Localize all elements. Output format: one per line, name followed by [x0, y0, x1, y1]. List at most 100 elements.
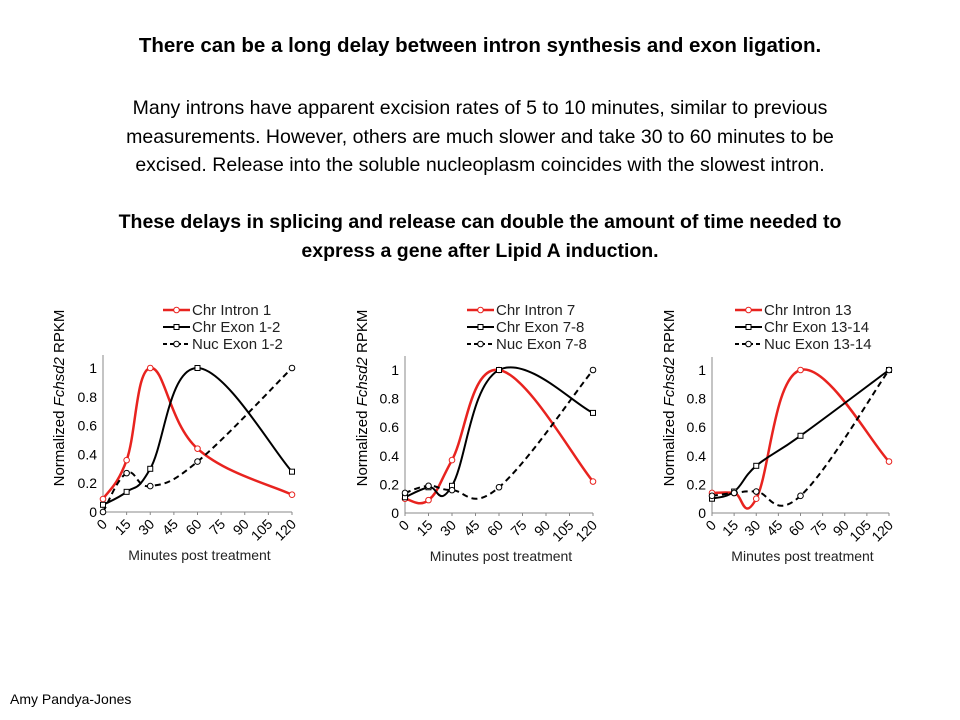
data-point — [495, 483, 503, 491]
legend-marker — [173, 340, 180, 348]
data-point — [194, 458, 201, 465]
slide-title: There can be a long delay between intron… — [138, 34, 822, 57]
data-point — [496, 367, 502, 373]
y-label-prefix: Normalized — [354, 406, 371, 486]
series-line-intron — [404, 368, 594, 505]
x-tick-label: 30 — [437, 517, 459, 539]
data-point — [425, 482, 432, 490]
data-point — [194, 445, 201, 452]
data-point — [288, 491, 296, 499]
x-tick-label: 30 — [135, 516, 157, 538]
chart-3: 00.20.40.60.810 15 30 45 60 75 90105120Minutes… — [661, 302, 896, 564]
data-point — [753, 462, 760, 469]
y-label-suffix: RPKM — [661, 310, 678, 358]
data-point — [146, 364, 154, 372]
y-tick-label: 0.4 — [687, 448, 707, 464]
data-point — [589, 366, 597, 374]
data-point — [589, 478, 597, 485]
x-tick-label: 105 — [549, 517, 577, 545]
y-tick-label: 1 — [391, 362, 399, 378]
chart-1: 00.20.40.60.810 15 30 45 60 75 90105120Minutes… — [51, 302, 299, 563]
series-line-exon — [404, 366, 594, 499]
x-axis-label: Minutes post treatment — [731, 548, 874, 564]
conclusion-paragraph: These delays in splicing and release can… — [20, 208, 940, 265]
legend-label: Chr Exon 1-2 — [192, 319, 280, 336]
y-label-gene: Fchsd2 — [661, 356, 678, 406]
y-axis-label: Normalized Fchsd2 RPKM — [354, 310, 371, 487]
legend-label: Chr Intron 13 — [764, 302, 852, 319]
chart-2: 00.20.40.60.810 15 30 45 60 75 90105120Minutes… — [354, 302, 600, 564]
y-label-prefix: Normalized — [661, 406, 678, 486]
x-tick-label: 45 — [159, 516, 181, 538]
data-point — [194, 365, 201, 371]
data-point — [730, 489, 738, 497]
y-tick-label: 0.6 — [687, 419, 707, 435]
x-tick-label: 90 — [230, 516, 252, 538]
series-line-nuc — [404, 369, 594, 500]
x-axis-label: Minutes post treatment — [128, 547, 271, 563]
y-tick-label: 1 — [698, 362, 706, 378]
data-point — [100, 501, 106, 508]
x-tick-label: 45 — [460, 517, 482, 539]
data-point — [123, 488, 130, 495]
y-tick-label: 0 — [89, 504, 97, 520]
y-tick-label: 0 — [698, 505, 706, 521]
y-label-gene: Fchsd2 — [354, 356, 371, 406]
legend-label: Chr Exon 13-14 — [764, 319, 869, 336]
series-line-nuc — [102, 367, 293, 513]
data-point — [146, 482, 154, 490]
data-point — [708, 492, 716, 500]
y-tick-label: 0.6 — [380, 419, 400, 435]
x-tick-label: 105 — [248, 516, 276, 544]
data-point — [752, 495, 760, 503]
legend-label: Chr Exon 7-8 — [496, 319, 584, 336]
y-tick-label: 0.2 — [687, 476, 707, 492]
y-label-gene: Fchsd2 — [51, 356, 68, 406]
y-tick-label: 0 — [391, 505, 399, 521]
x-tick-label: 15 — [413, 517, 435, 539]
data-point — [885, 366, 893, 374]
y-axis-label: Normalized Fchsd2 RPKM — [51, 310, 68, 487]
data-point — [752, 488, 760, 495]
y-tick-label: 0.4 — [380, 448, 400, 464]
data-point — [448, 456, 456, 464]
y-label-suffix: RPKM — [51, 310, 68, 358]
y-label-suffix: RPKM — [354, 310, 371, 358]
data-point — [401, 489, 409, 497]
y-tick-label: 1 — [89, 360, 97, 376]
x-tick-label: 120 — [271, 516, 299, 544]
x-tick-label: 0 — [702, 517, 719, 534]
summary-line: excised. Release into the soluble nucleo… — [135, 154, 825, 176]
x-tick-label: 60 — [484, 517, 506, 539]
x-axis-label: Minutes post treatment — [430, 548, 573, 564]
y-tick-label: 0.4 — [78, 446, 98, 462]
x-tick-label: 30 — [741, 517, 763, 539]
x-tick-label: 15 — [719, 517, 741, 539]
data-point — [885, 458, 893, 465]
data-point — [797, 432, 804, 439]
legend-marker — [477, 306, 484, 314]
legend-label: Chr Intron 1 — [192, 302, 271, 319]
summary-paragraph: Many introns have apparent excision rate… — [20, 94, 940, 180]
legend-marker — [477, 340, 484, 348]
series-line-nuc — [711, 369, 890, 507]
y-tick-label: 0.6 — [78, 418, 98, 434]
data-point — [99, 508, 107, 516]
x-tick-label: 0 — [395, 517, 412, 534]
x-tick-label: 120 — [572, 517, 600, 545]
x-tick-label: 15 — [111, 516, 133, 538]
legend-label: Nuc Exon 7-8 — [496, 336, 587, 353]
conclusion-line: express a gene after Lipid A induction. — [301, 239, 659, 262]
legend-marker — [745, 324, 752, 330]
data-point — [797, 366, 804, 374]
legend-marker — [173, 306, 180, 314]
legend-marker — [745, 340, 752, 348]
x-tick-label: 75 — [507, 517, 529, 539]
y-axis-label: Normalized Fchsd2 RPKM — [661, 310, 678, 487]
x-tick-label: 75 — [206, 516, 228, 538]
x-tick-label: 60 — [182, 516, 204, 538]
y-tick-label: 0.8 — [687, 391, 707, 407]
legend-label: Nuc Exon 13-14 — [764, 336, 872, 353]
data-point — [590, 409, 596, 416]
